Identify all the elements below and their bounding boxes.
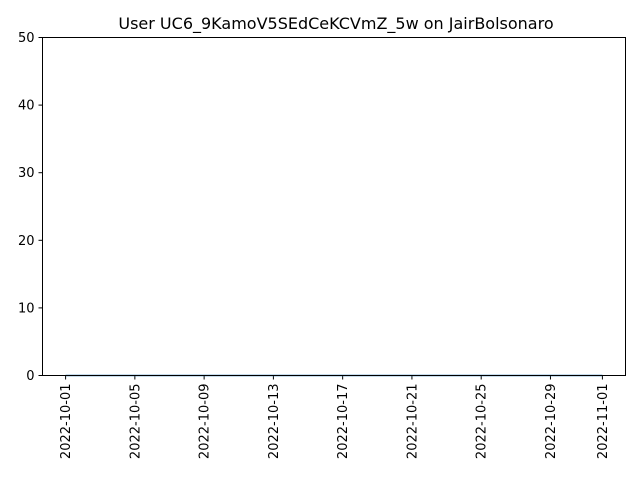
y-tick-label: 30 [18,166,35,181]
x-tick-label: 2022-10-17 [336,384,351,460]
y-tick-label: 50 [18,31,35,46]
y-tick-label: 40 [18,99,35,114]
x-tick-label: 2022-10-29 [544,384,559,460]
y-tick-label: 20 [18,234,35,249]
chart-title: User UC6_9KamoV5SEdCeKCVmZ_5w on JairBol… [118,14,553,34]
x-axis: 2022-10-01 2022-10-05 2022-10-09 2022-10-13… [59,375,611,460]
x-tick-label: 2022-10-21 [405,384,420,460]
x-tick-label: 2022-10-05 [128,384,143,460]
axes-frame [42,37,626,376]
y-tick-label: 0 [26,369,34,384]
x-tick-label: 2022-10-13 [267,384,282,460]
x-tick-label: 2022-10-01 [59,384,74,460]
y-tick-label: 10 [18,301,35,316]
x-tick-label: 2022-10-25 [475,384,490,460]
x-tick-label: 2022-10-09 [198,384,213,460]
y-axis: 0 10 20 30 40 50 [18,31,43,384]
x-tick-label: 2022-11-01 [596,384,611,460]
